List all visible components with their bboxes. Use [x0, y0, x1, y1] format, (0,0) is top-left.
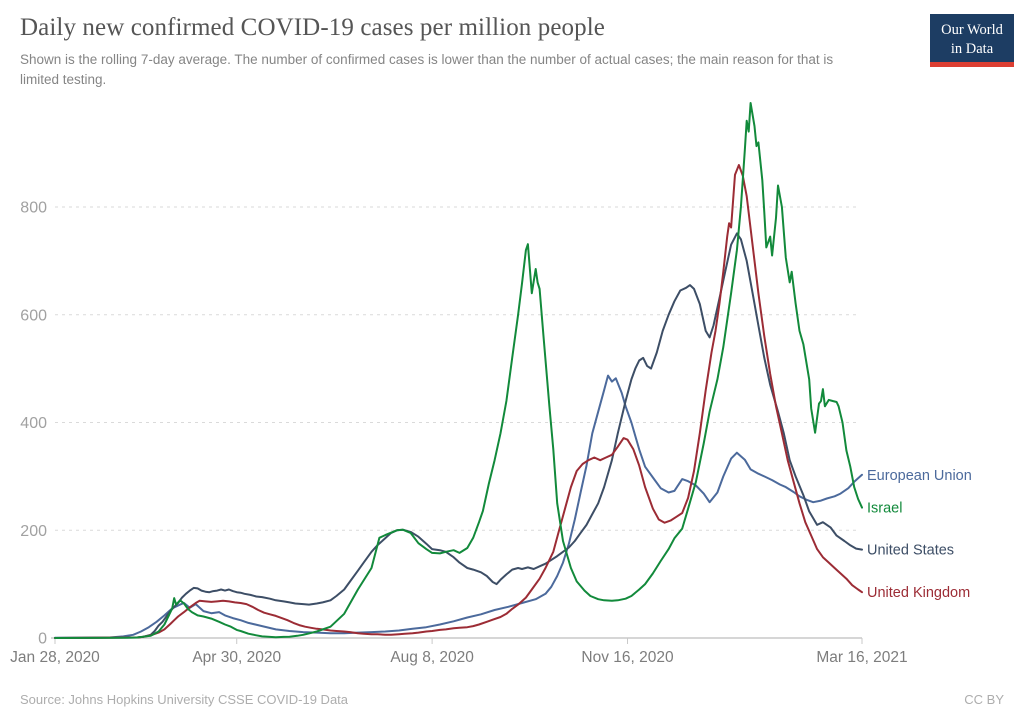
series-line-israel[interactable] — [54, 102, 863, 639]
y-tick-label-600: 600 — [20, 307, 47, 324]
y-tick-label-200: 200 — [20, 523, 47, 540]
y-tick-label-800: 800 — [20, 200, 47, 217]
x-tick-label-4: Mar 16, 2021 — [816, 649, 907, 666]
series-label-european-union: European Union — [867, 468, 972, 484]
x-tick-label-0: Jan 28, 2020 — [10, 649, 100, 666]
series-line-united-kingdom[interactable] — [54, 164, 863, 639]
license-note: CC BY — [964, 692, 1004, 707]
logo-text-line1: Our World — [941, 22, 1003, 38]
source-note: Source: Johns Hopkins University CSSE CO… — [20, 692, 349, 707]
logo-text-line2: in Data — [950, 40, 994, 57]
x-tick-label-2: Aug 8, 2020 — [390, 649, 474, 666]
y-tick-label-400: 400 — [20, 415, 47, 432]
series-label-united-kingdom: United Kingdom — [867, 585, 970, 601]
owid-logo: Our World in Data — [930, 14, 1014, 67]
x-tick-label-3: Nov 16, 2020 — [581, 649, 674, 666]
logo-red-bar — [930, 62, 1014, 67]
y-tick-label-0: 0 — [38, 631, 47, 648]
chart-subtitle: Shown is the rolling 7-day average. The … — [20, 52, 834, 88]
chart-footer: Source: Johns Hopkins University CSSE CO… — [20, 692, 1004, 707]
page-title: Daily new confirmed COVID-19 cases per m… — [20, 14, 605, 41]
series-label-united-states: United States — [867, 543, 954, 559]
series-label-israel: Israel — [867, 501, 902, 517]
series-line-united-states[interactable] — [54, 232, 863, 639]
series-line-european-union[interactable] — [54, 374, 863, 639]
x-tick-label-1: Apr 30, 2020 — [192, 649, 281, 666]
